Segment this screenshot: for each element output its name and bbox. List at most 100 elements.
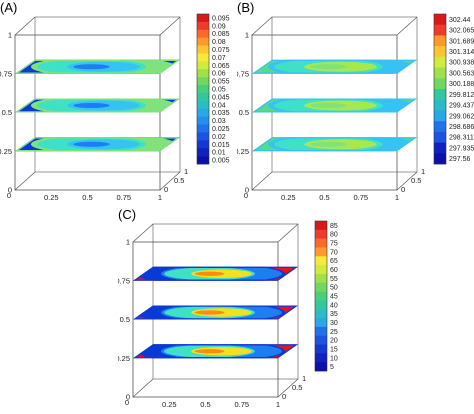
colorbar-tick-label: 0.085 <box>212 31 230 38</box>
colorbar-swatch <box>197 61 209 70</box>
colorbar-swatch <box>197 148 209 157</box>
contour-band <box>73 64 110 70</box>
colorbar-swatch <box>434 78 446 90</box>
colorbar-swatch <box>434 46 446 58</box>
colorbar-swatch <box>197 108 209 117</box>
y-tick-label: 0 <box>164 185 168 194</box>
colorbar-swatch <box>197 37 209 46</box>
colorbar-tick-label: 0.015 <box>212 142 230 149</box>
contour-band <box>310 102 347 109</box>
colorbar-swatch <box>197 45 209 54</box>
y-tick-label: 0.5 <box>411 176 421 185</box>
colorbar-swatch <box>434 14 446 26</box>
colorbar-tick-label: 0.005 <box>212 158 230 165</box>
colorbar-swatch <box>197 124 209 133</box>
contour-band <box>73 102 110 109</box>
origin-tick-label: 0 <box>7 191 11 200</box>
colorbar-tick-label: 65 <box>330 258 338 265</box>
z-tick-label: 1 <box>245 31 249 40</box>
colorbar-swatch <box>197 92 209 102</box>
colorbar-swatch <box>197 132 209 141</box>
colorbar-tick-label: 301.314 <box>449 49 474 56</box>
colorbar-swatch <box>315 362 327 372</box>
colorbar-tick-label: 0.055 <box>212 79 230 86</box>
z-tick-label: 1 <box>126 238 130 247</box>
slice-plane <box>252 59 417 74</box>
colorbar-tick-label: 301.689 <box>449 38 474 45</box>
colorbar-tick-label: 60 <box>330 267 338 274</box>
y-tick-label: 0 <box>401 185 405 194</box>
box-back-face <box>34 16 181 173</box>
slice-edge <box>15 137 180 152</box>
x-tick-label: 1 <box>276 400 280 409</box>
colorbar-swatch <box>434 56 446 68</box>
box-edge <box>159 16 181 36</box>
colorbar-tick-label: 300.938 <box>449 60 474 67</box>
colorbar-tick-label: 0.07 <box>212 55 226 62</box>
colorbar-frame <box>433 13 447 165</box>
panel-b-slices <box>252 59 417 152</box>
colorbar-swatch <box>315 238 327 248</box>
colorbar-swatch <box>197 140 209 149</box>
z-tick-label: 0 <box>8 186 12 195</box>
panel-c-slices <box>133 266 298 359</box>
colorbar-tick-label: 299.062 <box>449 113 474 120</box>
box-edge <box>14 171 36 191</box>
colorbar-swatch <box>315 318 327 328</box>
box-edge <box>277 223 299 243</box>
z-tick-label: 0.5 <box>239 108 249 117</box>
z-tick-label: 0.25 <box>118 354 130 363</box>
slice-edge <box>252 98 417 113</box>
colorbar-tick-label: 50 <box>330 285 338 292</box>
x-tick-label: 0.5 <box>82 193 92 202</box>
colorbar-swatch <box>197 14 209 23</box>
box-edge <box>132 378 154 398</box>
contour-band <box>194 271 225 276</box>
colorbar-tick-label: 0.08 <box>212 39 226 46</box>
colorbar-tick-label: 302.065 <box>449 28 474 35</box>
slice-plane <box>252 137 417 152</box>
colorbar-tick-label: 30 <box>330 320 338 327</box>
slice-plane <box>15 137 180 152</box>
box-edge <box>396 171 418 191</box>
box-edge <box>251 171 273 191</box>
colorbar-swatch <box>315 300 327 310</box>
z-tick-label: 0 <box>245 186 249 195</box>
box-edge <box>251 16 273 36</box>
y-tick-label: 1 <box>421 167 425 176</box>
panel-a-label: (A) <box>0 0 17 15</box>
colorbar-tick-label: 300.563 <box>449 70 474 77</box>
y-tick-label: 1 <box>184 167 188 176</box>
colorbar-swatch <box>434 89 446 101</box>
z-tick-label: 0.5 <box>120 315 130 324</box>
colorbar-tick-label: 299.812 <box>449 92 474 99</box>
colorbar-swatch <box>315 344 327 354</box>
colorbar-tick-label: 0.03 <box>212 118 226 125</box>
box-back-face <box>152 223 299 380</box>
colorbar-swatch <box>197 53 209 62</box>
panel-b-colorbar: 302.44 302.065 301.689 301.314 300.938 300.56… <box>433 13 474 165</box>
colorbar-swatch <box>315 229 327 239</box>
colorbar-swatch <box>197 77 209 86</box>
y-tick-label: 0.5 <box>292 383 302 392</box>
colorbar-swatch <box>434 142 446 154</box>
colorbar-tick-label: 55 <box>330 276 338 283</box>
colorbar-tick-label: 0.075 <box>212 47 230 54</box>
z-tick-label: 0.5 <box>2 108 12 117</box>
colorbar-swatch <box>315 265 327 275</box>
colorbar-swatch <box>197 100 209 110</box>
box-edge <box>14 16 36 36</box>
y-tick-label: 0 <box>282 392 286 401</box>
colorbar-tick-label: 298.311 <box>449 135 474 142</box>
colorbar-tick-label: 70 <box>330 249 338 256</box>
colorbar-swatch <box>315 335 327 345</box>
colorbar-tick-label: 300.188 <box>449 81 474 88</box>
colorbar-swatch <box>434 35 446 47</box>
colorbar-tick-label: 35 <box>330 311 338 318</box>
